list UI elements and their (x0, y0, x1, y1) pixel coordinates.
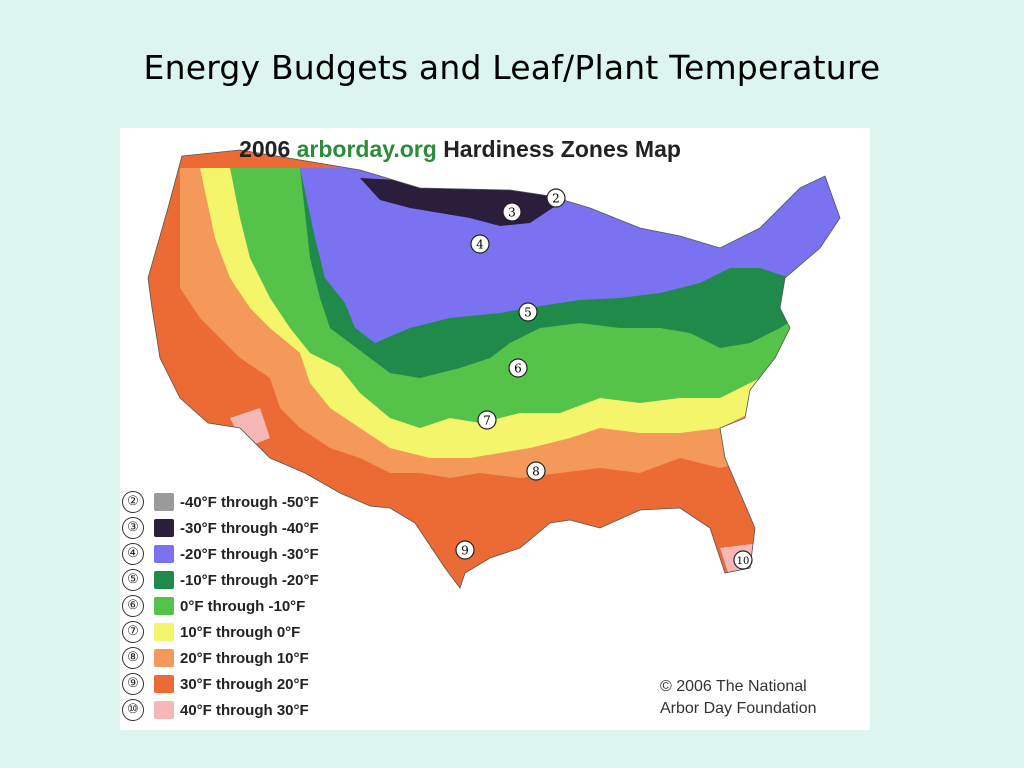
map-title: 2006 arborday.org Hardiness Zones Map (120, 136, 800, 163)
copyright-line-1: © 2006 The National (660, 678, 807, 695)
zone-4-northeast-region (810, 178, 840, 238)
svg-text:7: 7 (483, 414, 491, 428)
zone-marker-2: 2 (546, 188, 566, 208)
zone-range-label: 30°F through 20°F (180, 675, 309, 693)
zone-color-swatch (154, 545, 174, 563)
zone-marker-3: 3 (502, 202, 522, 222)
legend-row-zone-6: ⑥ 0°F through -10°F (122, 594, 382, 618)
zone-marker-5: 5 (518, 302, 538, 322)
legend-row-zone-10: ⑩ 40°F through 30°F (122, 698, 382, 722)
hardiness-map-panel: 2 3 4 5 6 7 8 9 (120, 128, 870, 730)
copyright-line-2: Arbor Day Foundation (660, 700, 817, 717)
zone-number-badge: ⑤ (122, 569, 144, 591)
zone-range-label: 40°F through 30°F (180, 701, 309, 719)
svg-text:2: 2 (552, 192, 560, 206)
zone-color-swatch (154, 675, 174, 693)
zone-number-badge: ② (122, 491, 144, 513)
zone-number-badge: ③ (122, 517, 144, 539)
legend-row-zone-8: ⑧ 20°F through 10°F (122, 646, 382, 670)
svg-text:3: 3 (508, 206, 516, 220)
us-hardiness-map: 2 3 4 5 6 7 8 9 (147, 149, 841, 589)
zone-marker-4: 4 (470, 234, 490, 254)
zone-marker-7: 7 (477, 410, 497, 430)
zone-range-label: -30°F through -40°F (180, 519, 319, 537)
zone-marker-9: 9 (455, 540, 475, 560)
svg-text:9: 9 (461, 544, 469, 558)
copyright-notice: © 2006 The National Arbor Day Foundation (660, 676, 817, 720)
legend-row-zone-3: ③ -30°F through -40°F (122, 516, 382, 540)
zone-marker-10: 10 (733, 550, 753, 570)
svg-text:10: 10 (737, 556, 750, 567)
zone-range-label: 10°F through 0°F (180, 623, 301, 641)
zone-color-swatch (154, 597, 174, 615)
map-title-year: 2006 (239, 136, 291, 162)
zone-color-swatch (154, 519, 174, 537)
zone-number-badge: ⑦ (122, 621, 144, 643)
map-title-text: Hardiness Zones Map (443, 136, 681, 162)
svg-text:5: 5 (524, 306, 532, 320)
zone-number-badge: ⑥ (122, 595, 144, 617)
svg-text:4: 4 (476, 238, 484, 252)
zone-marker-6: 6 (508, 358, 528, 378)
zone-range-label: 0°F through -10°F (180, 597, 306, 615)
legend-row-zone-5: ⑤ -10°F through -20°F (122, 568, 382, 592)
legend-row-zone-2: ② -40°F through -50°F (122, 490, 382, 514)
zone-color-swatch (154, 701, 174, 719)
svg-text:6: 6 (514, 362, 522, 376)
zone-number-badge: ⑩ (122, 699, 144, 721)
map-title-site: arborday.org (296, 136, 437, 162)
svg-text:8: 8 (532, 465, 540, 479)
zone-color-swatch (154, 623, 174, 641)
zone-range-label: -10°F through -20°F (180, 571, 319, 589)
legend-row-zone-4: ④ -20°F through -30°F (122, 542, 382, 566)
zone-number-badge: ④ (122, 543, 144, 565)
zone-range-label: -40°F through -50°F (180, 493, 319, 511)
zone-color-swatch (154, 649, 174, 667)
legend-row-zone-7: ⑦ 10°F through 0°F (122, 620, 382, 644)
zone-range-label: 20°F through 10°F (180, 649, 309, 667)
zone-number-badge: ⑨ (122, 673, 144, 695)
legend-row-zone-9: ⑨ 30°F through 20°F (122, 672, 382, 696)
us-outline (147, 149, 841, 589)
zone-color-swatch (154, 493, 174, 511)
zone-color-swatch (154, 571, 174, 589)
zone-marker-8: 8 (526, 461, 546, 481)
zone-range-label: -20°F through -30°F (180, 545, 319, 563)
slide-title: Energy Budgets and Leaf/Plant Temperatur… (143, 48, 881, 87)
zone-number-badge: ⑧ (122, 647, 144, 669)
